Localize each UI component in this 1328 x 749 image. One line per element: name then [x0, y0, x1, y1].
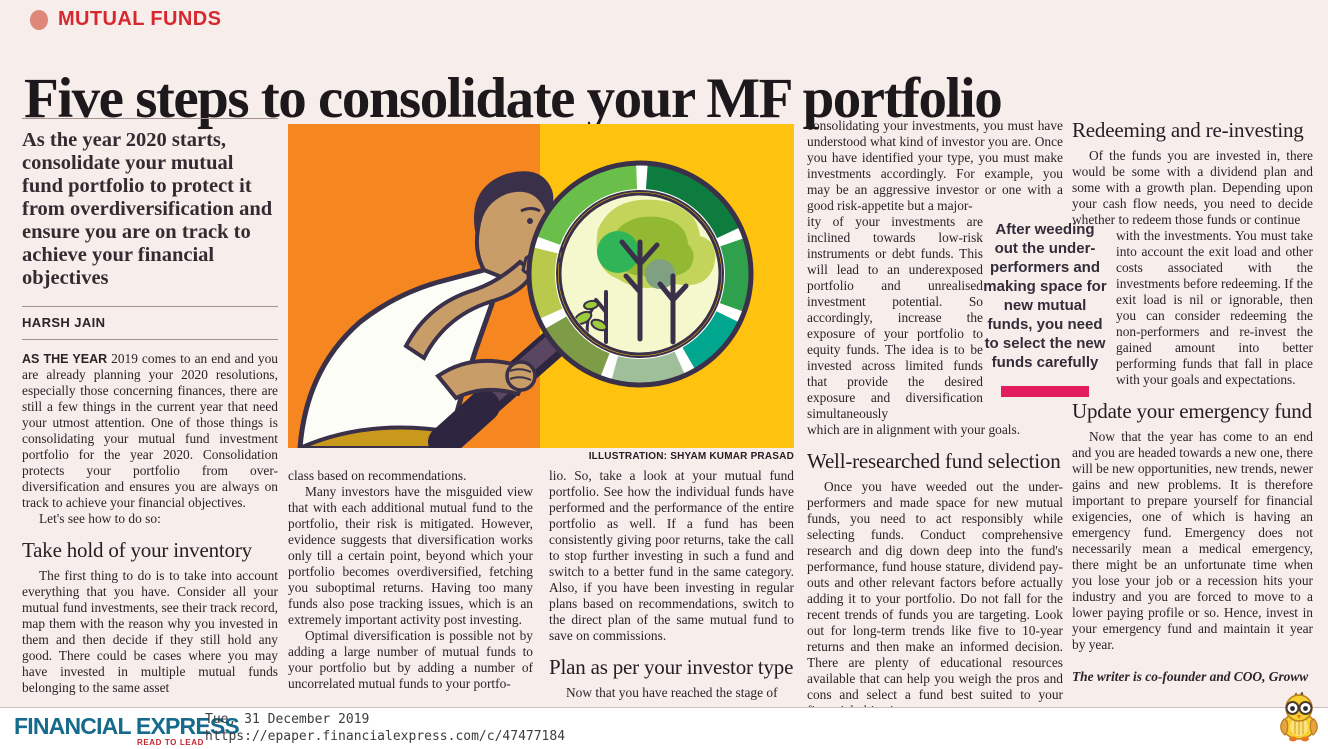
logo-tagline: READ TO LEAD	[136, 738, 204, 747]
paragraph: with the investments. You must take into…	[1116, 228, 1313, 387]
column-1-body: AS THE YEAR 2019 comes to an end and you…	[22, 340, 278, 696]
epaper-url-link[interactable]: https://epaper.financialexpress.com/c/47…	[205, 729, 566, 744]
logo-wordmark: FINANCIAL EXPRESS	[14, 713, 240, 739]
kicker-label: MUTUAL FUNDS	[58, 8, 222, 30]
lead-in: AS THE YEAR	[22, 352, 108, 366]
kicker-dot-icon	[30, 9, 48, 30]
section-heading-investor-type: Plan as per your investor type	[549, 655, 794, 679]
pull-quote-bar	[1001, 386, 1089, 397]
article-column-1: As the year 2020 starts, consolidate you…	[22, 118, 278, 696]
byline: HARSH JAIN	[22, 307, 278, 340]
paragraph: Now that the year has come to an end and…	[1072, 429, 1313, 652]
paragraph: consolidating your investments, you must…	[807, 118, 1063, 213]
paragraph: Of the funds you are invested in, there …	[1072, 148, 1313, 227]
pull-quote: After weeding out the under-performers a…	[983, 220, 1107, 397]
article-column-3: lio. So, take a look at your mutual fund…	[549, 468, 794, 701]
section-heading-fund-selection: Well-researched fund selection	[807, 449, 1061, 473]
standfirst: As the year 2020 starts, consolidate you…	[22, 118, 278, 307]
pull-quote-text: After weeding out the under-performers a…	[983, 221, 1107, 371]
paragraph: AS THE YEAR 2019 comes to an end and you…	[22, 351, 278, 511]
writer-signoff: The writer is co-founder and COO, Groww	[1072, 669, 1309, 684]
section-heading-emergency-fund: Update your emergency fund	[1072, 399, 1312, 423]
columns-2-3: class based on recommendations. Many inv…	[288, 468, 794, 701]
figure-block: ILLUSTRATION: SHYAM KUMAR PRASAD class b…	[288, 124, 794, 701]
paragraph: Once you have weeded out the under-perfo…	[807, 479, 1063, 718]
article-column-4: consolidating your investments, you must…	[807, 118, 1063, 719]
paragraph: class based on recommendations.	[288, 468, 467, 483]
illustration-credit: ILLUSTRATION: SHYAM KUMAR PRASAD	[588, 451, 794, 462]
article-column-5: Redeeming and re-investing Of the funds …	[1072, 118, 1313, 685]
paragraph: which are in alignment with your goals.	[807, 422, 1021, 437]
epaper-meta: Tue, 31 December 2019 https://epaper.fin…	[205, 711, 565, 745]
magnifier-illustration	[288, 124, 794, 448]
paragraph: Now that you have reached the stage of	[566, 685, 778, 700]
paragraph: lio. So, take a look at your mutual fund…	[549, 468, 794, 643]
financial-express-logo: FINANCIAL EXPRESS READ TO LEAD	[14, 713, 240, 748]
paragraph: Optimal diversification is possible not …	[288, 628, 533, 691]
paragraph: Let's see how to do so:	[39, 511, 161, 526]
paragraph: Many investors have the misguided view t…	[288, 484, 533, 627]
lens-trees	[573, 199, 716, 345]
section-heading-inventory: Take hold of your inventory	[22, 538, 252, 562]
paragraph: The first thing to do is to take into ac…	[22, 568, 278, 695]
paragraph: ity of your investments are inclined tow…	[807, 214, 983, 421]
section-heading-redeeming: Redeeming and re-investing	[1072, 118, 1304, 142]
epaper-footer: FINANCIAL EXPRESS READ TO LEAD Tue, 31 D…	[0, 692, 1328, 749]
paragraph-text: 2019 comes to an end and you are already…	[22, 351, 278, 510]
epaper-date: Tue, 31 December 2019	[205, 712, 370, 727]
article-column-2: class based on recommendations. Many inv…	[288, 468, 533, 701]
owl-mascot-icon	[1280, 692, 1318, 742]
section-kicker: MUTUAL FUNDS	[30, 8, 221, 31]
